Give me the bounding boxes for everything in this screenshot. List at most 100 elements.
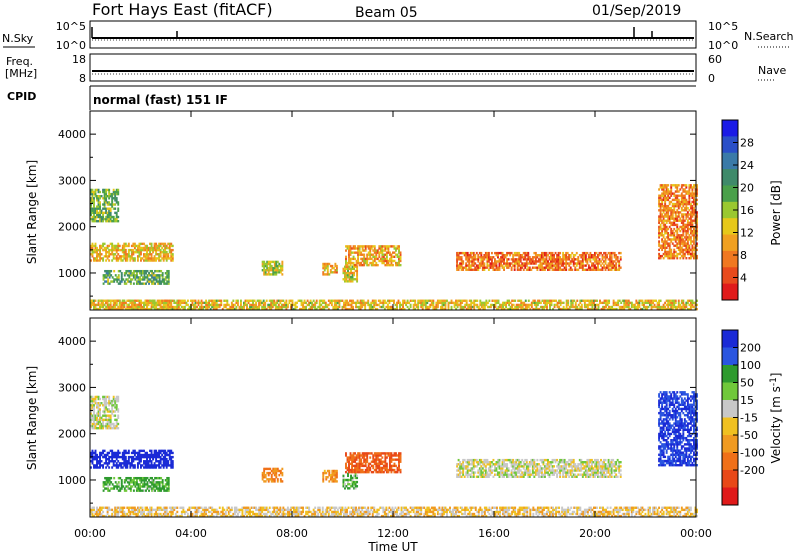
- velocity-cell: [157, 476, 160, 480]
- power-cell: [153, 248, 156, 252]
- power-cell: [679, 257, 682, 260]
- power-cell: [136, 250, 139, 254]
- power-cell: [102, 259, 105, 262]
- power-cell: [141, 305, 144, 309]
- power-cell: [132, 269, 135, 273]
- power-cell: [276, 305, 279, 309]
- power-cell: [531, 262, 534, 265]
- power-cell: [527, 258, 530, 261]
- power-cell: [387, 251, 390, 254]
- power-cell: [565, 258, 568, 261]
- power-cell: [503, 307, 506, 311]
- power-cell: [268, 303, 271, 307]
- power-cell: [694, 190, 697, 193]
- velocity-cell: [263, 469, 266, 473]
- power-cell: [527, 254, 530, 257]
- power-cell: [220, 303, 223, 307]
- velocity-cell: [111, 457, 114, 461]
- power-cell: [433, 305, 436, 309]
- power-cell: [636, 301, 639, 305]
- power-cell: [565, 307, 568, 311]
- velocity-cell: [144, 451, 147, 455]
- velocity-cell: [121, 466, 124, 469]
- power-cell: [235, 305, 238, 309]
- power-cell: [689, 254, 692, 258]
- power-cell: [285, 301, 288, 305]
- power-cell: [118, 301, 121, 305]
- power-cell: [411, 299, 414, 302]
- velocity-cell: [137, 487, 140, 490]
- power-cell: [689, 215, 692, 218]
- power-cell: [554, 268, 557, 271]
- power-cell: [352, 301, 355, 305]
- velocity-cell: [344, 485, 346, 488]
- power-cell: [450, 299, 453, 302]
- power-cell: [97, 188, 100, 192]
- power-cell: [574, 303, 577, 307]
- power-cell: [161, 280, 164, 283]
- power-cell: [373, 299, 376, 302]
- power-cell: [664, 186, 667, 189]
- power-cell: [382, 253, 385, 256]
- power-cell: [694, 250, 697, 254]
- power-cell: [676, 186, 679, 189]
- velocity-cell: [166, 489, 169, 492]
- power-cell: [117, 248, 120, 252]
- power-cell: [516, 262, 519, 265]
- velocity-cell: [166, 487, 169, 490]
- power-cell: [360, 257, 363, 261]
- power-cell: [604, 258, 607, 261]
- velocity-cell: [152, 481, 155, 484]
- power-cell: [384, 253, 387, 256]
- power-cell: [354, 278, 357, 281]
- velocity-cell: [113, 487, 116, 490]
- power-cell: [349, 261, 352, 265]
- power-cell: [519, 260, 522, 263]
- power-cell: [499, 303, 501, 307]
- power-cell: [132, 276, 135, 279]
- power-cell: [156, 301, 159, 305]
- velocity-cell: [117, 395, 120, 399]
- power-cell: [566, 258, 569, 261]
- power-cell: [474, 266, 477, 269]
- power-cell: [109, 217, 112, 221]
- power-cell: [144, 303, 147, 307]
- power-cell: [600, 268, 602, 271]
- power-cell: [105, 301, 108, 305]
- power-cell: [525, 258, 528, 261]
- power-cell: [661, 192, 664, 195]
- power-cell: [145, 276, 147, 279]
- power-cell: [391, 255, 394, 259]
- power-cell: [500, 305, 503, 309]
- power-cell: [112, 217, 115, 221]
- power-cell: [395, 247, 397, 250]
- power-cell: [447, 307, 450, 311]
- power-cell: [369, 261, 372, 265]
- velocity-cell: [123, 489, 126, 492]
- power-cell: [676, 215, 679, 218]
- power-cell: [108, 307, 111, 311]
- power-cell: [659, 299, 662, 302]
- power-cell: [688, 252, 691, 256]
- power-cell: [349, 259, 352, 263]
- power-cell: [125, 272, 128, 275]
- power-cell: [312, 299, 315, 302]
- power-cell: [104, 280, 107, 283]
- power-cell: [618, 307, 621, 311]
- velocity-cell: [160, 487, 163, 490]
- power-cell: [490, 256, 493, 259]
- power-cell: [170, 301, 173, 305]
- power-cell: [694, 221, 697, 224]
- power-cell: [658, 194, 661, 197]
- power-cell: [689, 204, 692, 208]
- power-cell: [513, 254, 516, 257]
- power-cell: [682, 223, 685, 227]
- power-cell: [159, 301, 162, 305]
- power-cell: [612, 303, 615, 307]
- power-cell: [536, 256, 539, 259]
- power-cell: [683, 223, 686, 227]
- velocity-cell: [137, 485, 140, 488]
- power-cell: [659, 257, 662, 260]
- velocity-cell: [103, 418, 106, 422]
- power-cell: [269, 260, 272, 264]
